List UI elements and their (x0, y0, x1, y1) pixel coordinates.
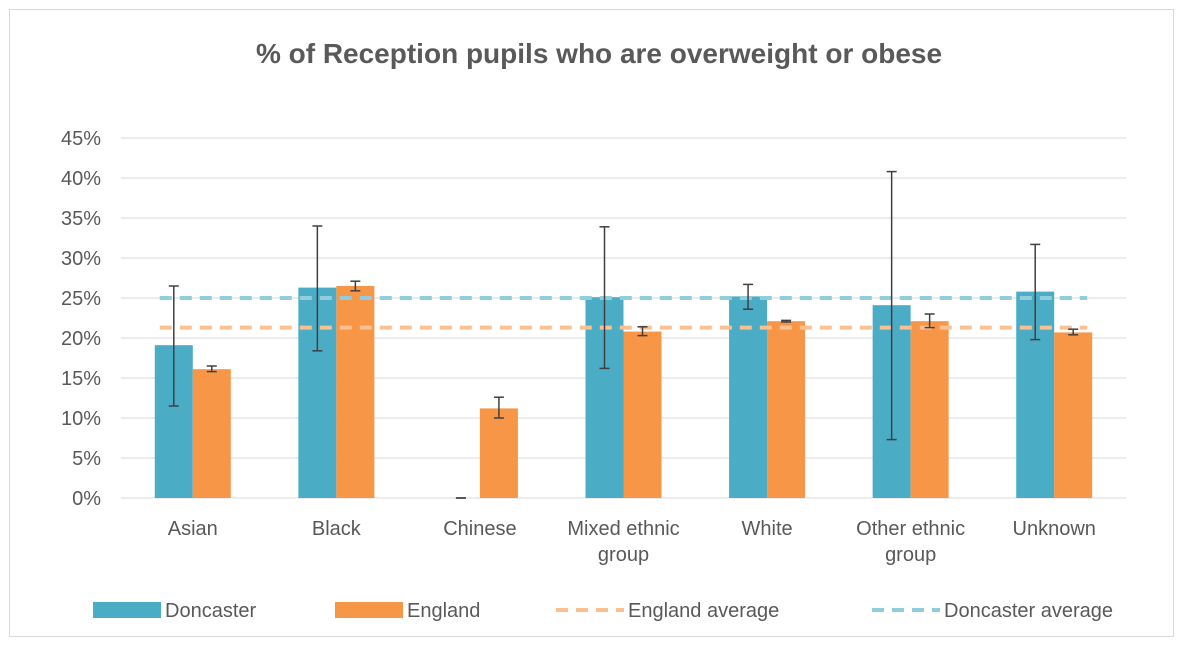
gridlines (121, 137, 1126, 499)
chart-title: % of Reception pupils who are overweight… (256, 38, 942, 69)
legend-label: England average (628, 600, 779, 622)
y-tick-label: 30% (61, 248, 101, 270)
bar-england (767, 321, 806, 498)
bar-england (1054, 332, 1093, 498)
reference-lines (159, 296, 1088, 330)
bar-england (336, 286, 375, 498)
y-tick-label: 0% (72, 488, 101, 510)
x-tick-label: Other ethnic (856, 518, 965, 540)
legend-swatch (335, 602, 403, 618)
x-tick-label: White (742, 518, 793, 540)
legend: Doncaster England England average Doncaster… (93, 600, 1113, 622)
error-bars (168, 170, 1079, 499)
y-tick-label: 25% (61, 288, 101, 310)
y-tick-label: 5% (72, 448, 101, 470)
x-tick-label: Chinese (443, 518, 516, 540)
bar-england (910, 321, 949, 498)
x-tick-label: Asian (168, 518, 218, 540)
x-tick-label: Black (312, 518, 362, 540)
y-tick-label: 10% (61, 408, 101, 430)
bar-england (192, 369, 231, 498)
legend-label: Doncaster average (944, 600, 1113, 622)
legend-swatch (93, 602, 161, 618)
legend-label: Doncaster (165, 600, 256, 622)
y-tick-label: 15% (61, 368, 101, 390)
bar-england (479, 408, 518, 498)
y-axis: 0% 5% 10% 15% 20% 25% 30% 35% 40% 45% (61, 128, 101, 510)
x-tick-label: Unknown (1013, 518, 1096, 540)
bars (154, 286, 1093, 498)
y-tick-label: 45% (61, 128, 101, 150)
bar-doncaster (729, 296, 768, 498)
x-tick-label: Mixed ethnic (567, 518, 679, 540)
legend-label: England (407, 600, 480, 622)
x-tick-label: group (598, 544, 649, 566)
bar-england (623, 331, 662, 498)
x-axis: Asian Black Chinese Mixed ethnic group White O… (168, 518, 1096, 566)
x-tick-label: group (885, 544, 936, 566)
y-tick-label: 40% (61, 168, 101, 190)
y-tick-label: 20% (61, 328, 101, 350)
y-tick-label: 35% (61, 208, 101, 230)
